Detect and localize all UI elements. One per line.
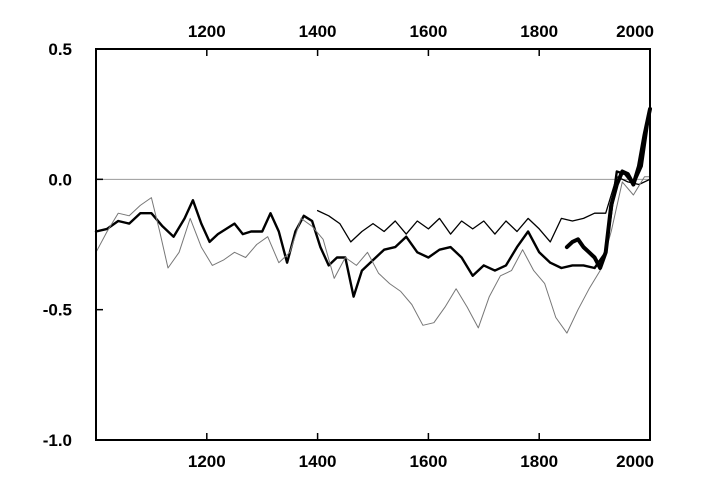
series-line-thin-black [316, 176, 651, 243]
series-line-medium-black [94, 107, 652, 298]
x-tick-label-bottom: 2000 [616, 452, 654, 471]
plot-frame [95, 48, 651, 441]
y-tick-label: -0.5 [43, 301, 72, 320]
x-tick-label-top: 2000 [616, 22, 654, 41]
series-line-heavy-black [564, 107, 652, 270]
axis-layer: 1200 1200 1400 1400 1600 1600 1800 1800 2000 2000… [43, 22, 654, 471]
series-line-light-gray [95, 176, 651, 334]
x-tick-label-bottom: 1600 [409, 452, 447, 471]
x-tick-label-bottom: 1800 [520, 452, 558, 471]
x-tick-label-bottom: 1200 [188, 452, 226, 471]
y-tick-label: -1.0 [43, 431, 72, 450]
x-tick-label-top: 1600 [409, 22, 447, 41]
y-tick-label: 0.5 [48, 40, 72, 59]
series-layer [94, 107, 652, 334]
x-tick-label-top: 1800 [520, 22, 558, 41]
x-tick-label-top: 1400 [299, 22, 337, 41]
x-tick-label-top: 1200 [188, 22, 226, 41]
x-tick-label-bottom: 1400 [299, 452, 337, 471]
y-tick-label: 0.0 [48, 170, 72, 189]
